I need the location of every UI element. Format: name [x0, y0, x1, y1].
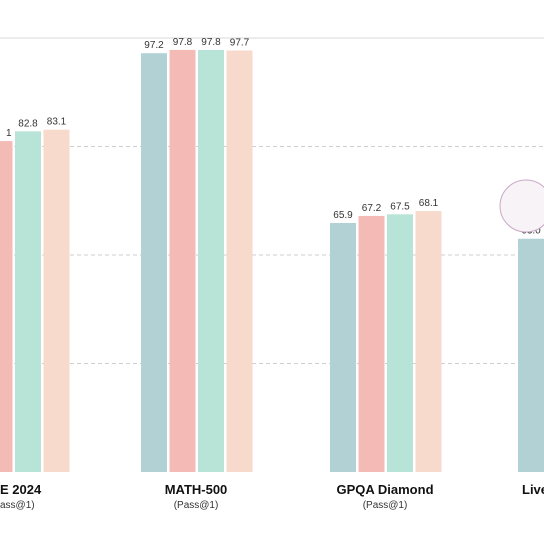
- value-label-2-1: 67.2: [362, 203, 382, 214]
- value-label-0-3: 83.1: [47, 117, 67, 128]
- value-label-0-2: 82.8: [18, 118, 38, 129]
- bar-2-2: [387, 214, 413, 472]
- category-label-2: GPQA Diamond: [336, 482, 433, 497]
- value-label-0-1: 1: [6, 128, 12, 139]
- bar-1-0: [141, 53, 167, 472]
- bar-0-2: [15, 131, 41, 472]
- category-sublabel-0: ass@1): [0, 500, 35, 511]
- value-label-1-1: 97.8: [173, 37, 193, 48]
- bar-2-1: [358, 215, 385, 472]
- value-label-2-3: 68.1: [419, 198, 439, 209]
- category-labels: E 2024 ass@1) MATH-500 (Pass@1) GPQA Diamond…: [0, 482, 544, 511]
- bar-1-2: [198, 49, 224, 473]
- value-label-1-3: 97.7: [230, 37, 250, 48]
- bar-0-1: [0, 141, 13, 472]
- category-sublabel-1: (Pass@1): [174, 500, 219, 511]
- bar-1-1: [169, 49, 196, 473]
- value-labels: 97.265.963.0197.867.282.897.867.583.197.…: [6, 37, 541, 237]
- grid-lines: [0, 146, 544, 364]
- bar-3-0: [518, 238, 544, 472]
- category-label-0: E 2024: [0, 482, 42, 497]
- value-label-2-0: 65.9: [333, 210, 353, 221]
- bar-0-3: [43, 129, 70, 472]
- category-label-1: MATH-500: [165, 482, 228, 497]
- bars: [0, 49, 544, 473]
- value-label-2-2: 67.5: [390, 201, 410, 212]
- value-label-1-0: 97.2: [144, 40, 164, 51]
- value-label-1-2: 97.8: [201, 37, 221, 48]
- bar-2-3: [415, 211, 442, 472]
- bar-1-3: [226, 50, 253, 472]
- decorative-circle: [499, 179, 544, 233]
- category-label-3: Live: [522, 482, 544, 497]
- bar-2-0: [330, 222, 356, 472]
- category-sublabel-2: (Pass@1): [363, 500, 408, 511]
